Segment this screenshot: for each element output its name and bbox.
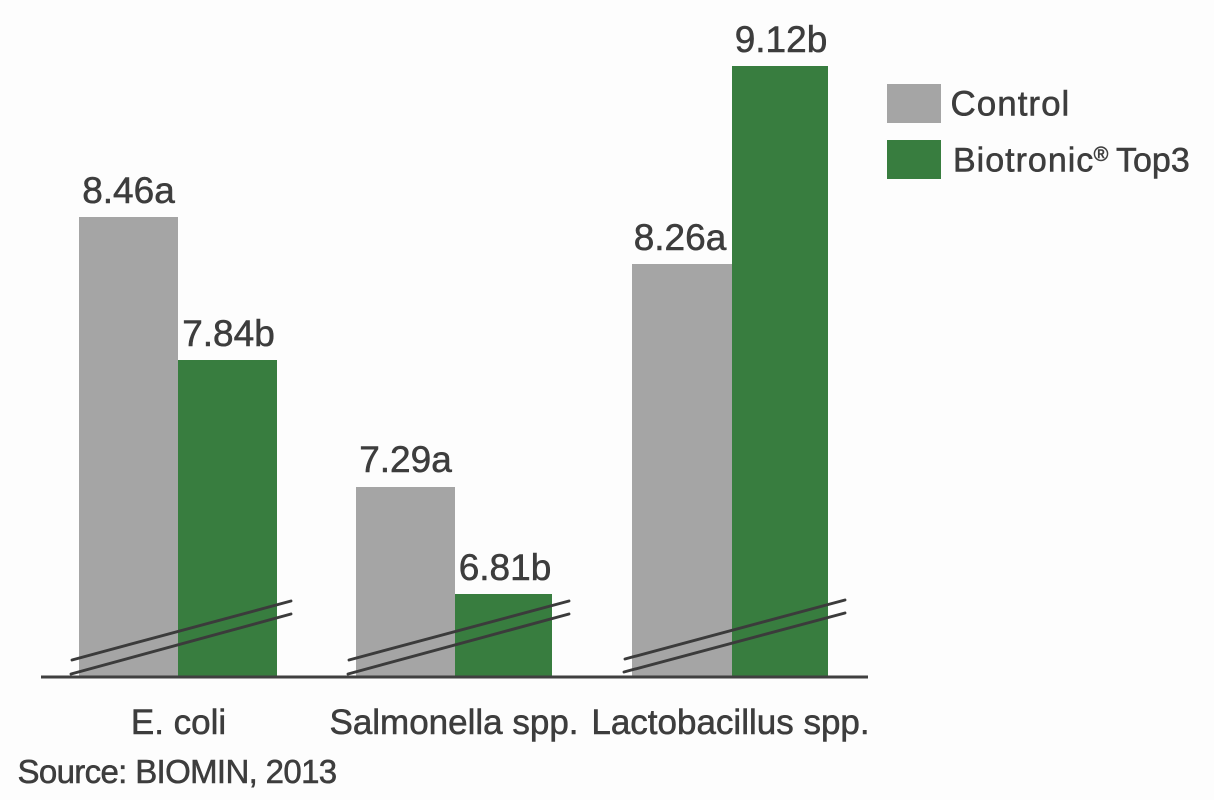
svg-text:Salmonella spp.: Salmonella spp. [329, 703, 578, 742]
svg-text:Biotronic: Biotronic [953, 142, 1094, 180]
svg-text:®: ® [1094, 144, 1109, 166]
svg-text:7.29a: 7.29a [359, 439, 452, 480]
svg-text:Control: Control [951, 85, 1071, 124]
svg-text:E. coli: E. coli [131, 703, 226, 742]
svg-text:7.84b: 7.84b [182, 313, 275, 354]
svg-text:8.46a: 8.46a [82, 170, 175, 211]
svg-text:Source: BIOMIN, 2013: Source: BIOMIN, 2013 [18, 753, 337, 790]
svg-text:Top3: Top3 [1116, 142, 1190, 180]
svg-text:8.26a: 8.26a [634, 217, 727, 258]
svg-text:9.12b: 9.12b [735, 19, 828, 60]
svg-text:Lactobacillus spp.: Lactobacillus spp. [591, 703, 869, 742]
svg-text:6.81b: 6.81b [459, 547, 552, 588]
